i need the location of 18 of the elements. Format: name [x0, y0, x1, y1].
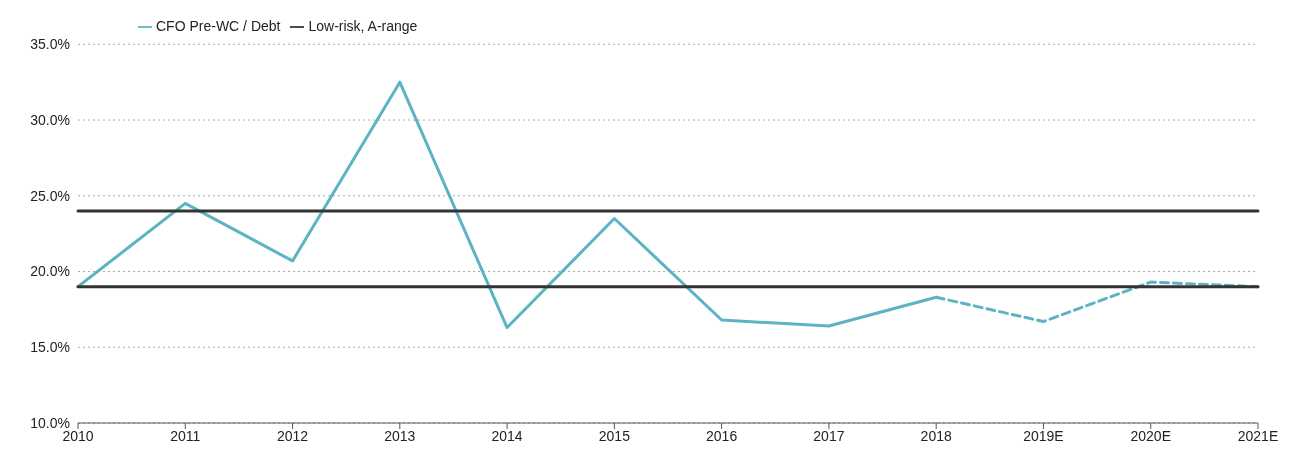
- x-tick-label: 2017: [813, 427, 845, 444]
- y-tick-label: 30.0%: [30, 112, 70, 129]
- x-tick-label: 2016: [706, 427, 738, 444]
- y-tick-label: 15.0%: [30, 339, 70, 356]
- x-tick-label: 2015: [598, 427, 631, 444]
- x-tick-label: 2021E: [1237, 427, 1279, 444]
- y-tick-label: 35.0%: [30, 36, 70, 53]
- x-tick-label: 2020E: [1130, 427, 1171, 444]
- legend-label: Low-risk, A-range: [308, 18, 418, 34]
- x-tick-label: 2018: [920, 427, 952, 444]
- y-tick-label: 20.0%: [30, 263, 70, 280]
- x-tick-label: 2013: [384, 427, 416, 444]
- x-tick-label: 2019E: [1023, 427, 1064, 444]
- y-tick-label: 25.0%: [30, 187, 70, 204]
- x-tick-label: 2011: [170, 427, 201, 444]
- x-tick-label: 2012: [276, 427, 309, 444]
- x-tick-label: 2014: [491, 427, 523, 444]
- legend-label: CFO Pre-WC / Debt: [156, 18, 281, 34]
